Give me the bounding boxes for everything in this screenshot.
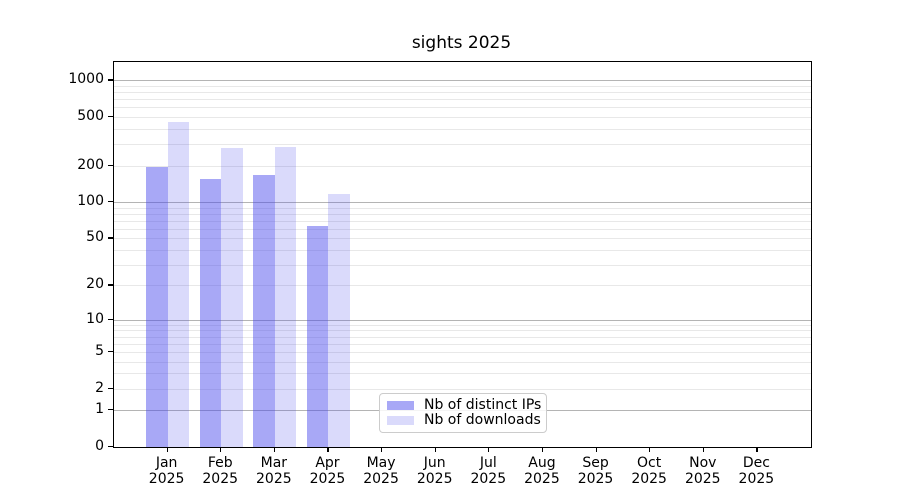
x-tick-label-aug: Aug 2025: [524, 455, 560, 487]
minor-gridline-700: [114, 99, 811, 101]
minor-gridline-9: [114, 324, 811, 326]
y-tick-label-500: 500: [77, 108, 104, 125]
x-tick-label-may: May 2025: [363, 455, 399, 487]
y-tick-mark-100: [108, 201, 113, 203]
legend-swatch-downloads: [387, 416, 414, 425]
minor-gridline-20: [114, 285, 811, 287]
y-tick-label-20: 20: [86, 276, 104, 293]
y-tick-label-1: 1: [95, 401, 104, 418]
y-tick-label-50: 50: [86, 229, 104, 246]
bar-apr-downloads: [328, 193, 350, 447]
bar-mar-downloads: [274, 146, 297, 447]
x-tick-mark-may: [381, 447, 383, 452]
x-tick-mark-mar: [273, 447, 276, 452]
y-tick-mark-1: [108, 409, 113, 411]
chart-title: sights 2025: [411, 33, 512, 53]
y-tick-mark-500: [108, 116, 113, 118]
x-tick-mark-oct: [649, 447, 651, 452]
x-tick-label-jul: Jul 2025: [470, 455, 507, 487]
minor-gridline-3: [114, 373, 811, 375]
y-tick-mark-2: [108, 387, 113, 389]
minor-gridline-6: [114, 343, 811, 345]
y-tick-label-100: 100: [77, 193, 104, 210]
x-tick-label-sep: Sep 2025: [577, 455, 614, 487]
x-tick-mark-apr: [327, 447, 329, 452]
major-gridline-1000: [114, 80, 811, 82]
x-tick-label-nov: Nov 2025: [684, 455, 721, 487]
minor-gridline-400: [114, 128, 811, 130]
bar-feb-downloads: [221, 148, 243, 447]
minor-gridline-80: [114, 213, 811, 215]
minor-gridline-8: [114, 330, 811, 332]
bar-apr-distinct-ips: [306, 226, 329, 447]
minor-gridline-4: [114, 361, 811, 363]
minor-gridline-600: [114, 107, 811, 109]
major-gridline-10: [114, 319, 811, 321]
bar-jan-downloads: [167, 122, 190, 447]
x-tick-label-apr: Apr 2025: [309, 455, 346, 487]
x-tick-mark-jun: [434, 447, 436, 452]
y-tick-mark-0: [108, 446, 113, 448]
bar-feb-distinct-ips: [199, 178, 222, 447]
minor-gridline-900: [114, 85, 811, 87]
minor-gridline-70: [114, 220, 811, 222]
x-tick-mark-jan: [166, 447, 168, 452]
x-tick-label-mar: Mar 2025: [256, 455, 292, 487]
legend-entry-downloads: Nb of downloads: [387, 412, 541, 428]
minor-gridline-60: [114, 228, 811, 230]
minor-gridline-800: [114, 92, 811, 94]
legend-label-downloads: Nb of downloads: [424, 412, 541, 428]
legend-swatch-distinct-ips: [387, 401, 414, 410]
bar-jan-distinct-ips: [146, 166, 168, 447]
legend-label-distinct-ips: Nb of distinct IPs: [424, 397, 542, 413]
y-tick-label-10: 10: [86, 310, 104, 327]
y-tick-mark-1000: [108, 79, 113, 81]
minor-gridline-90: [114, 207, 811, 209]
minor-gridline-500: [114, 117, 811, 119]
y-tick-mark-5: [108, 350, 113, 353]
minor-gridline-30: [114, 264, 811, 266]
minor-gridline-50: [114, 238, 811, 240]
x-tick-mark-dec: [756, 447, 758, 452]
minor-gridline-7: [114, 336, 811, 338]
y-tick-mark-10: [108, 318, 113, 320]
x-tick-label-jan: Jan 2025: [148, 455, 185, 487]
y-tick-mark-200: [108, 164, 113, 166]
legend: Nb of distinct IPs Nb of downloads: [379, 393, 547, 433]
x-tick-label-oct: Oct 2025: [631, 455, 667, 487]
x-tick-mark-jul: [488, 447, 490, 452]
y-tick-label-5: 5: [95, 342, 104, 359]
y-tick-mark-20: [108, 284, 113, 286]
minor-gridline-40: [114, 249, 811, 251]
y-tick-label-200: 200: [77, 156, 104, 173]
major-gridline-100: [114, 202, 811, 204]
y-tick-label-0: 0: [95, 438, 104, 454]
bar-mar-distinct-ips: [253, 174, 275, 447]
x-tick-label-jun: Jun 2025: [416, 455, 453, 487]
x-tick-mark-feb: [220, 447, 222, 452]
x-tick-label-feb: Feb 2025: [202, 455, 239, 487]
x-tick-mark-nov: [702, 447, 704, 452]
x-tick-mark-aug: [541, 447, 544, 452]
minor-gridline-5: [114, 351, 811, 353]
minor-gridline-2: [114, 388, 811, 390]
y-tick-label-1000: 1000: [68, 71, 104, 88]
x-tick-label-dec: Dec 2025: [738, 455, 775, 487]
minor-gridline-300: [114, 144, 811, 146]
minor-gridline-200: [114, 165, 811, 167]
plot-area: [113, 61, 812, 448]
y-tick-label-2: 2: [95, 379, 104, 396]
x-tick-mark-sep: [595, 447, 597, 452]
y-tick-mark-50: [108, 237, 113, 239]
legend-entry-distinct-ips: Nb of distinct IPs: [387, 397, 542, 413]
